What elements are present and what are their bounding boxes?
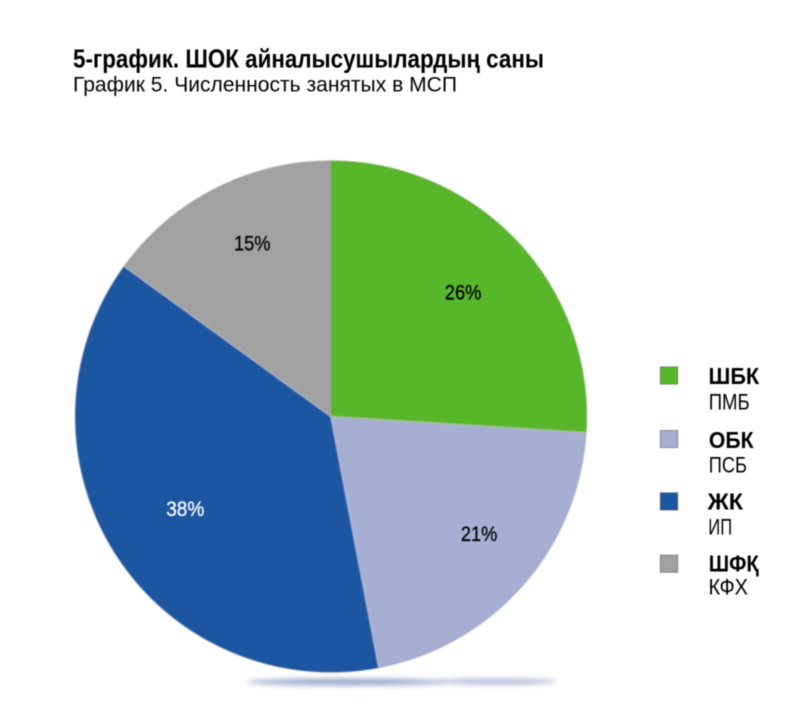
svg-text:ЖК: ЖК	[707, 488, 744, 514]
svg-text:26%: 26%	[445, 282, 482, 305]
svg-text:5-график. ШОК айналысушылардың: 5-график. ШОК айналысушылардың саны	[73, 44, 544, 74]
svg-text:ПМБ: ПМБ	[709, 390, 750, 415]
svg-text:ИП: ИП	[708, 515, 732, 540]
svg-text:КФХ: КФХ	[709, 575, 749, 600]
svg-text:21%: 21%	[461, 523, 498, 546]
svg-text:ПСБ: ПСБ	[709, 453, 747, 478]
svg-text:15%: 15%	[234, 233, 271, 256]
svg-text:38%: 38%	[166, 498, 204, 521]
svg-text:График 5. Численность занятых: График 5. Численность занятых в МСП	[73, 72, 457, 96]
svg-text:ОБК: ОБК	[709, 427, 754, 453]
svg-text:ШБК: ШБК	[709, 363, 760, 389]
svg-text:ШФҚ: ШФҚ	[709, 551, 760, 577]
